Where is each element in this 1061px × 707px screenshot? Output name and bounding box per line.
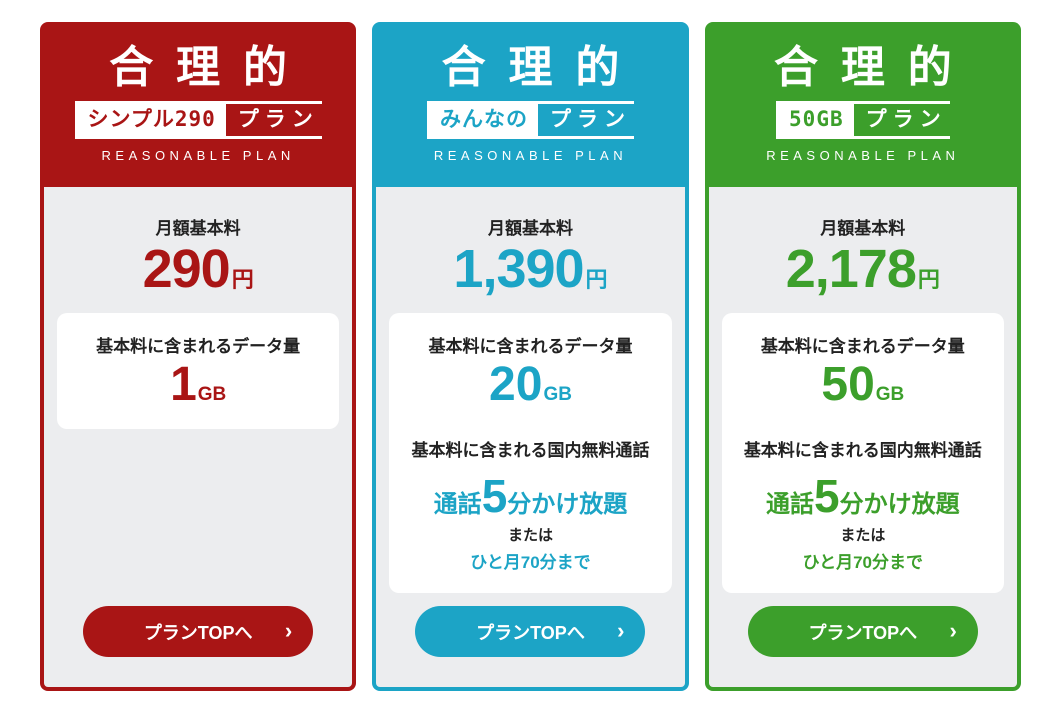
plan-body: 月額基本料 290円 基本料に含まれるデータ量 1GB プランTOPへ ›	[40, 187, 357, 691]
brand-title: 合理的	[109, 43, 310, 92]
plan-details-box: 基本料に含まれるデータ量 1GB	[57, 313, 340, 430]
fee-unit: 円	[917, 267, 940, 292]
data-amount-value: 50GB	[726, 361, 1000, 409]
plan-top-button-label: プランTOPへ	[808, 622, 918, 643]
monthly-fee-value: 2,178円	[722, 239, 1004, 299]
plan-card-simple290: 合理的 シンプル290 プラン REASONABLE PLAN 月額基本料 29…	[40, 22, 357, 691]
data-amount-unit: GB	[543, 384, 572, 406]
plan-badge-suffix: プラン	[853, 104, 953, 137]
call-suffix: 分かけ放題	[839, 491, 960, 519]
plan-body: 月額基本料 1,390円 基本料に含まれるデータ量 20GB 基本料に含まれる国…	[372, 187, 689, 691]
data-amount-label: 基本料に含まれるデータ量	[760, 337, 965, 357]
call-allowance-value: 通話5分かけ放題	[726, 473, 1000, 519]
plan-top-button-simple290[interactable]: プランTOPへ ›	[83, 606, 314, 657]
plan-badge-suffix: プラン	[537, 104, 637, 137]
or-text: または	[840, 527, 886, 545]
monthly-fee-label: 月額基本料	[487, 219, 573, 238]
plan-badge-suffix: プラン	[225, 104, 325, 137]
or-text: または	[507, 527, 553, 545]
chevron-right-icon: ›	[617, 617, 625, 643]
plan-header: 合理的 シンプル290 プラン REASONABLE PLAN	[40, 22, 357, 187]
plan-badge-name: シンプル290	[77, 104, 226, 137]
plan-badge-name: みんなの	[429, 104, 538, 137]
chevron-right-icon: ›	[949, 617, 957, 643]
monthly-fee-label: 月額基本料	[820, 219, 906, 238]
plan-top-button-label: プランTOPへ	[143, 622, 253, 643]
call-alternative: ひと月70分まで	[470, 553, 591, 573]
data-amount-label: 基本料に含まれるデータ量	[96, 337, 301, 357]
plan-card-50gb: 合理的 50GB プラン REASONABLE PLAN 月額基本料 2,178…	[704, 22, 1021, 691]
brand-title: 合理的	[773, 43, 975, 92]
brand-title: 合理的	[441, 43, 643, 92]
data-amount-number: 50	[821, 358, 875, 412]
call-prefix: 通話	[766, 491, 815, 519]
plan-badge-name: 50GB	[779, 104, 854, 137]
plan-top-button-label: プランTOPへ	[476, 622, 585, 643]
call-prefix: 通話	[433, 491, 482, 519]
call-alternative: ひと月70分まで	[802, 553, 924, 573]
fee-amount: 2,178	[785, 239, 917, 299]
monthly-fee-label: 月額基本料	[155, 219, 241, 238]
plan-badge: シンプル290 プラン	[74, 101, 325, 140]
data-amount-label: 基本料に含まれるデータ量	[428, 337, 633, 357]
call-suffix: 分かけ放題	[507, 491, 628, 519]
plan-cards-container: 合理的 シンプル290 プラン REASONABLE PLAN 月額基本料 29…	[40, 22, 1021, 691]
fee-amount: 290	[142, 239, 231, 299]
plan-badge: 50GB プラン	[776, 101, 953, 140]
monthly-fee-value: 1,390円	[389, 239, 671, 299]
monthly-fee-value: 290円	[57, 239, 339, 299]
plan-subtitle-en: REASONABLE PLAN	[433, 148, 628, 164]
plan-top-button-minnano[interactable]: プランTOPへ ›	[415, 606, 646, 657]
plan-header: 合理的 50GB プラン REASONABLE PLAN	[704, 22, 1021, 187]
call-allowance-value: 通話5分かけ放題	[393, 473, 667, 519]
plan-details-box: 基本料に含まれるデータ量 20GB 基本料に含まれる国内無料通話 通話5分かけ放…	[389, 313, 672, 594]
fee-unit: 円	[585, 267, 608, 292]
data-amount-unit: GB	[197, 384, 227, 406]
data-amount-number: 20	[489, 358, 543, 412]
data-amount-value: 1GB	[61, 361, 335, 409]
call-allowance-label: 基本料に含まれる国内無料通話	[743, 441, 982, 461]
data-amount-value: 20GB	[393, 361, 667, 409]
plan-body: 月額基本料 2,178円 基本料に含まれるデータ量 50GB 基本料に含まれる国…	[704, 187, 1021, 691]
fee-amount: 1,390	[453, 239, 584, 299]
plan-details-box: 基本料に含まれるデータ量 50GB 基本料に含まれる国内無料通話 通話5分かけ放…	[721, 313, 1004, 594]
plan-card-minnano: 合理的 みんなの プラン REASONABLE PLAN 月額基本料 1,390…	[372, 22, 689, 691]
fee-unit: 円	[231, 267, 254, 292]
call-minutes: 5	[481, 470, 508, 523]
plan-badge: みんなの プラン	[426, 101, 637, 140]
chevron-right-icon: ›	[284, 617, 293, 643]
call-minutes: 5	[814, 470, 840, 523]
call-allowance-label: 基本料に含まれる国内無料通話	[411, 441, 650, 461]
plan-header: 合理的 みんなの プラン REASONABLE PLAN	[372, 22, 689, 187]
data-amount-unit: GB	[875, 384, 905, 406]
data-amount-number: 1	[170, 358, 197, 412]
plan-subtitle-en: REASONABLE PLAN	[101, 148, 295, 164]
plan-subtitle-en: REASONABLE PLAN	[766, 148, 960, 164]
plan-top-button-50gb[interactable]: プランTOPへ ›	[747, 606, 978, 657]
